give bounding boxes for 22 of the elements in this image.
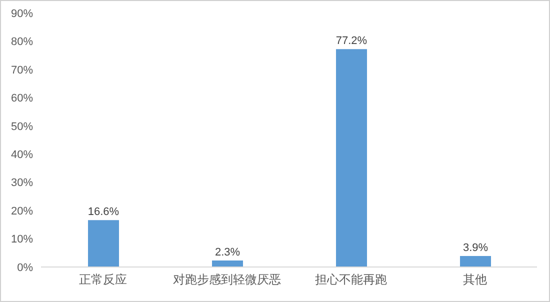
bar bbox=[460, 256, 491, 267]
data-label: 3.9% bbox=[462, 242, 488, 254]
bar bbox=[212, 260, 243, 267]
bar bbox=[336, 49, 367, 267]
y-tick-label: 40% bbox=[10, 149, 34, 162]
y-tick-label: 20% bbox=[10, 205, 34, 218]
data-label: 77.2% bbox=[336, 35, 368, 48]
bar bbox=[88, 220, 119, 267]
y-tick-label: 70% bbox=[10, 64, 34, 76]
y-tick-label: 30% bbox=[10, 177, 34, 190]
data-label: 16.6% bbox=[88, 206, 120, 218]
y-tick-label: 50% bbox=[10, 120, 34, 133]
x-tick-label: 其他 bbox=[463, 272, 487, 287]
y-tick-label: 80% bbox=[10, 36, 34, 48]
x-tick-label: 对跑步感到轻微厌恶 bbox=[173, 272, 281, 287]
y-tick-label: 90% bbox=[10, 8, 34, 20]
y-tick-label: 60% bbox=[10, 92, 34, 105]
y-tick-label: 10% bbox=[10, 234, 34, 246]
x-tick-label: 正常反应 bbox=[79, 272, 127, 287]
data-label: 2.3% bbox=[214, 246, 240, 259]
y-tick-label: 0% bbox=[17, 262, 34, 274]
x-tick-label: 担心不能再跑 bbox=[315, 272, 387, 287]
